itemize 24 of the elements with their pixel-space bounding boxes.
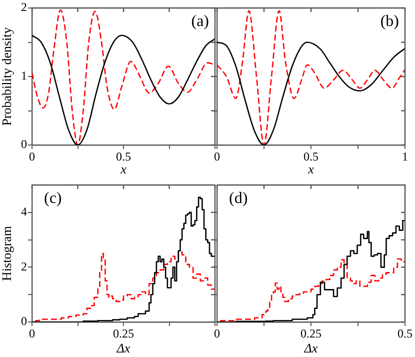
annotation: (b) bbox=[380, 13, 399, 30]
y-tick-label: 2 bbox=[21, 259, 27, 274]
x-axis-title: Δx bbox=[116, 340, 130, 356]
annotation: (c) bbox=[44, 190, 62, 208]
x-tick-label: 0.5 bbox=[304, 149, 318, 164]
y-tick-label: 0 bbox=[21, 137, 27, 152]
x-tick-label: 1 bbox=[402, 149, 408, 164]
y-axis-title: Histogram bbox=[0, 226, 14, 281]
y-axis-title: Probability density bbox=[0, 26, 14, 126]
x-tick-label: 0 bbox=[214, 149, 220, 164]
y-tick-label: 0 bbox=[21, 314, 27, 328]
x-tick-label: 0.5 bbox=[398, 326, 412, 340]
x-tick-label: 0.25 bbox=[300, 326, 322, 340]
x-axis-title: Δx bbox=[303, 340, 318, 356]
annotation: (d) bbox=[229, 190, 248, 208]
y-tick-label: 1 bbox=[21, 68, 27, 83]
annotation: (a) bbox=[191, 13, 209, 30]
x-tick-label: 0.25 bbox=[113, 326, 134, 340]
x-tick-label: 0.5 bbox=[116, 149, 131, 164]
y-tick-label: 4 bbox=[21, 204, 27, 219]
y-tick-label: 2 bbox=[21, 0, 27, 14]
x-axis-title: x bbox=[307, 162, 314, 177]
x-axis-title: x bbox=[120, 162, 127, 177]
x-tick-label: 0 bbox=[214, 326, 220, 340]
